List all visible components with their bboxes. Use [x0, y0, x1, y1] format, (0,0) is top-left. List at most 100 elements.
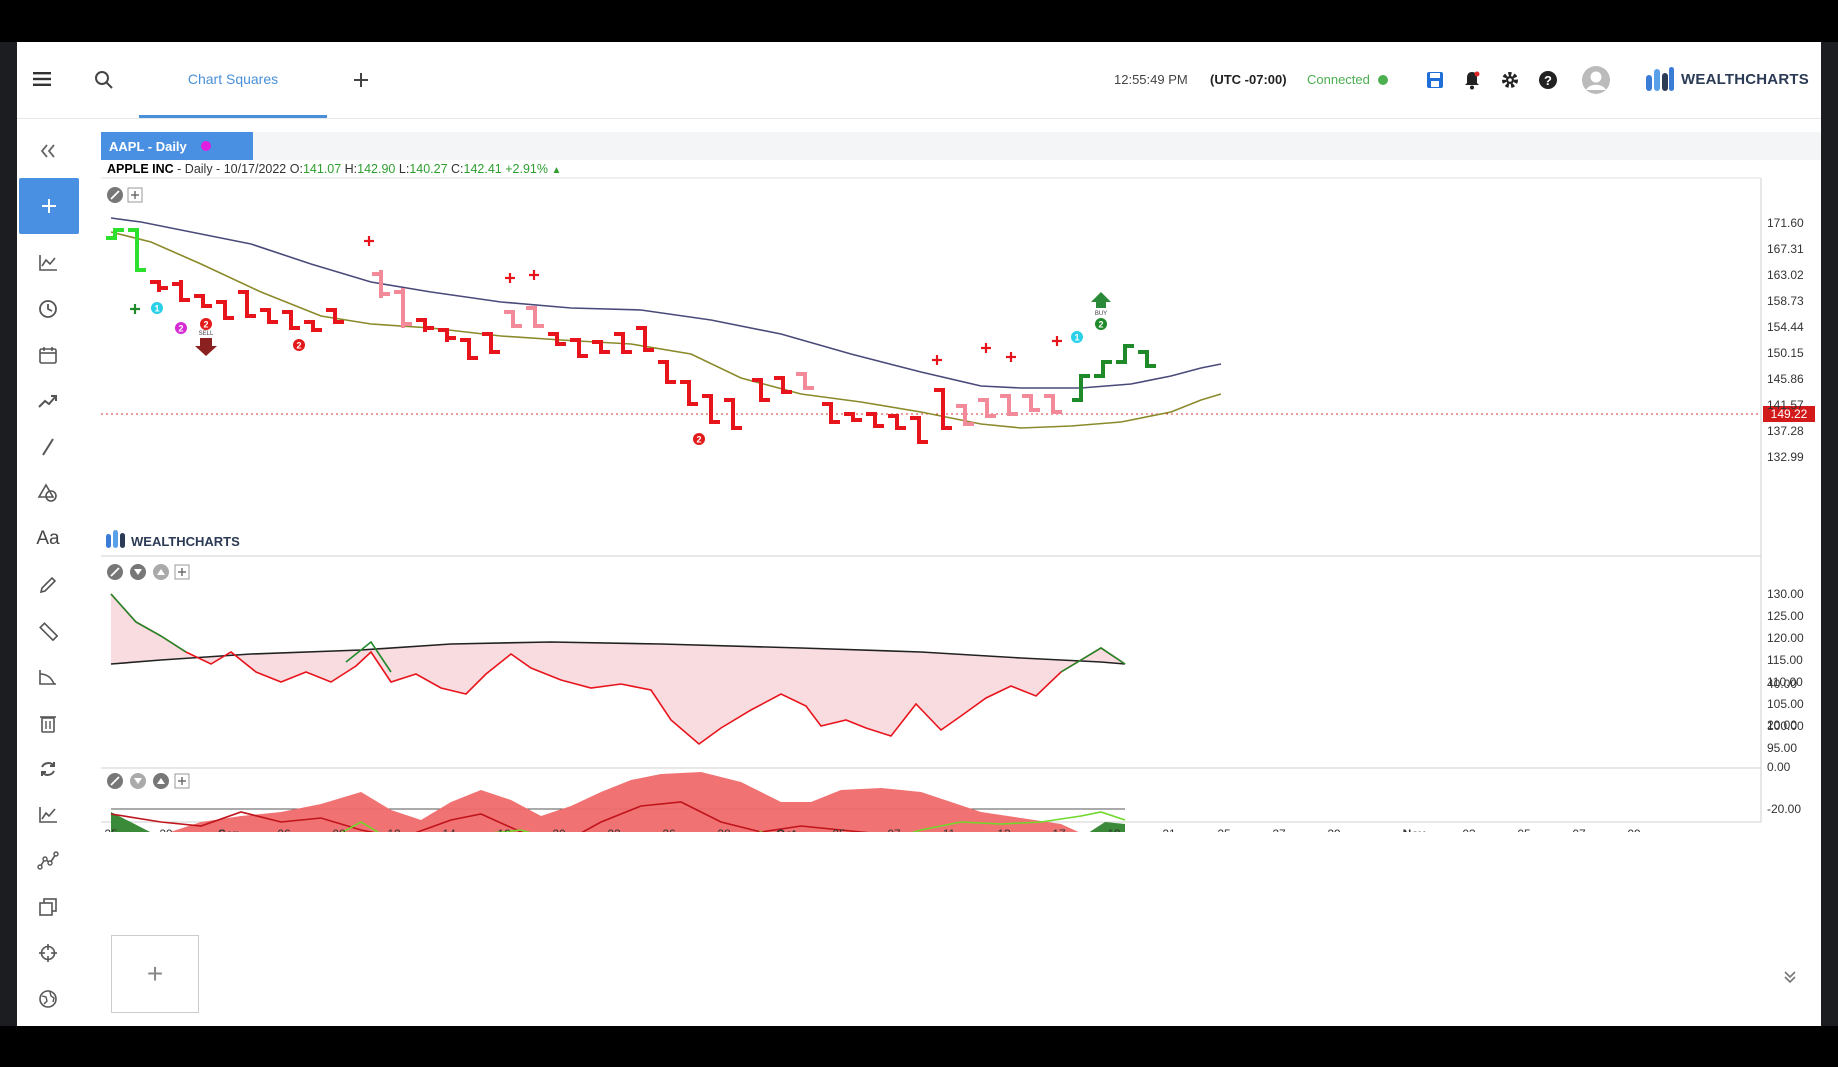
count-badge-label: 2 [203, 320, 208, 330]
pane2-down-icon[interactable] [130, 564, 146, 580]
osc1-axis-label: 110.00 [1767, 675, 1803, 689]
trend-icon[interactable] [17, 381, 79, 421]
refresh-icon[interactable] [17, 749, 79, 789]
pane3-close-icon[interactable] [107, 773, 123, 789]
price-axis-label: 158.73 [1767, 294, 1804, 308]
calendar-icon[interactable] [17, 335, 79, 375]
trash-icon[interactable] [17, 703, 79, 743]
osc1-axis-label: 105.00 [1767, 697, 1804, 711]
high-value: 142.90 [357, 162, 396, 176]
date-axis-label: 13 [997, 827, 1011, 832]
pane1-expand-icon[interactable] [127, 187, 143, 203]
company-name: APPLE INC [107, 162, 174, 176]
measure-icon[interactable] [17, 657, 79, 697]
price-axis-label: 141.57 [1767, 398, 1804, 412]
date-axis-label: 05 [1517, 827, 1531, 832]
date-axis-label: 14 [442, 827, 456, 832]
date-axis-label: 11 [943, 827, 956, 832]
bottom-black-strip [0, 1026, 1838, 1067]
menu-icon[interactable] [31, 68, 53, 90]
date-axis-label: 29 [1327, 827, 1341, 832]
collapse-sidebar-icon[interactable] [17, 131, 79, 171]
last-price-label: 149.22 [1771, 407, 1808, 421]
user-avatar-icon[interactable] [1580, 64, 1612, 96]
oscillator2-red-line [110, 801, 870, 832]
tab-chart-squares[interactable]: Chart Squares [139, 42, 327, 118]
pane3-up-icon[interactable] [153, 773, 169, 789]
symbol-tab-label: AAPL - Daily [109, 138, 187, 154]
indicator-icon[interactable] [17, 795, 79, 835]
oscillator2-green-line [341, 811, 1126, 832]
help-icon[interactable]: ? [1537, 69, 1559, 91]
buy-signal-label: BUY [1095, 311, 1107, 317]
timezone-label[interactable]: (UTC -07:00) [1210, 72, 1287, 87]
shapes-icon[interactable] [17, 473, 79, 513]
add-chart-panel-button[interactable]: + [111, 935, 199, 1013]
price-axis-label: 137.28 [1767, 424, 1804, 438]
info-prefix: - Daily - 10/17/2022 [173, 162, 290, 176]
symbol-tab[interactable]: AAPL - Daily [101, 132, 253, 160]
search-icon[interactable] [93, 69, 115, 91]
date-axis-label: 19 [1107, 827, 1121, 832]
last-price-badge [1763, 406, 1815, 422]
date-axis-label: 20 [552, 827, 566, 832]
date-axis-label: 26 [662, 827, 676, 832]
count-badge [1071, 331, 1083, 343]
pane3-down-icon[interactable] [130, 773, 146, 789]
settings-gear-icon[interactable] [1499, 69, 1521, 91]
pane2-close-icon[interactable] [107, 564, 123, 580]
count-badge [693, 433, 705, 445]
osc2-axis-label: -20.00 [1767, 802, 1801, 816]
count-badge [293, 339, 305, 351]
date-axis-label: 09 [1627, 827, 1641, 832]
pane2-expand-icon[interactable] [174, 564, 190, 580]
symbol-tab-strip [253, 132, 1821, 160]
date-axis-label: Sep [218, 827, 240, 832]
collapse-down-icon[interactable] [1783, 968, 1797, 989]
osc2-axis-label: 20.00 [1767, 718, 1797, 732]
price-axis-label: 171.60 [1767, 216, 1804, 230]
date-axis-label: 21 [1162, 827, 1176, 832]
date-axis-label: 12 [387, 827, 401, 832]
count-badge [1095, 318, 1107, 330]
brand-logo: WEALTHCHARTS [1645, 64, 1809, 94]
line-icon[interactable] [17, 427, 79, 467]
pencil-icon[interactable] [17, 565, 79, 605]
svg-text:?: ? [1544, 73, 1552, 88]
count-badge [151, 302, 163, 314]
osc1-axis-label: 100.00 [1767, 719, 1804, 733]
low-value: 140.27 [409, 162, 448, 176]
drawing-tools-sidebar: Aa [17, 119, 79, 1026]
save-icon[interactable] [1424, 69, 1446, 91]
globe-icon[interactable] [17, 979, 79, 1019]
slow-moving-average-line [110, 217, 1222, 389]
osc1-axis-label: 120.00 [1767, 631, 1804, 645]
count-badge-label: 2 [178, 324, 183, 334]
open-value: 141.07 [302, 162, 342, 176]
pane2-up-icon[interactable] [153, 564, 169, 580]
pane3-expand-icon[interactable] [174, 773, 190, 789]
date-axis-label: 22 [607, 827, 621, 832]
oscillator2-green-cloud-right [1089, 822, 1125, 832]
sell-arrow-icon [195, 338, 217, 356]
pane1-close-icon[interactable] [107, 187, 123, 203]
price-axis-label: 167.31 [1767, 242, 1804, 256]
clock-icon[interactable] [17, 289, 79, 329]
connection-dot [1378, 75, 1388, 85]
pattern-icon[interactable] [17, 841, 79, 881]
svg-text:WEALTHCHARTS: WEALTHCHARTS [131, 534, 240, 549]
osc1-axis-label: 125.00 [1767, 609, 1804, 623]
text-icon[interactable]: Aa [36, 528, 60, 549]
crosshair-icon[interactable] [17, 933, 79, 973]
price-axis-label: 145.86 [1767, 372, 1804, 386]
layers-icon[interactable] [17, 887, 79, 927]
ruler-icon[interactable] [17, 611, 79, 651]
alerts-bell-icon[interactable] [1461, 69, 1483, 91]
date-axis-label: 07 [1572, 827, 1586, 832]
add-icon[interactable] [19, 178, 79, 234]
count-badge-label: 2 [296, 341, 301, 351]
chart-type-icon[interactable] [17, 243, 79, 283]
add-tab-icon[interactable] [350, 69, 372, 91]
date-axis-label: Oct [776, 827, 796, 832]
